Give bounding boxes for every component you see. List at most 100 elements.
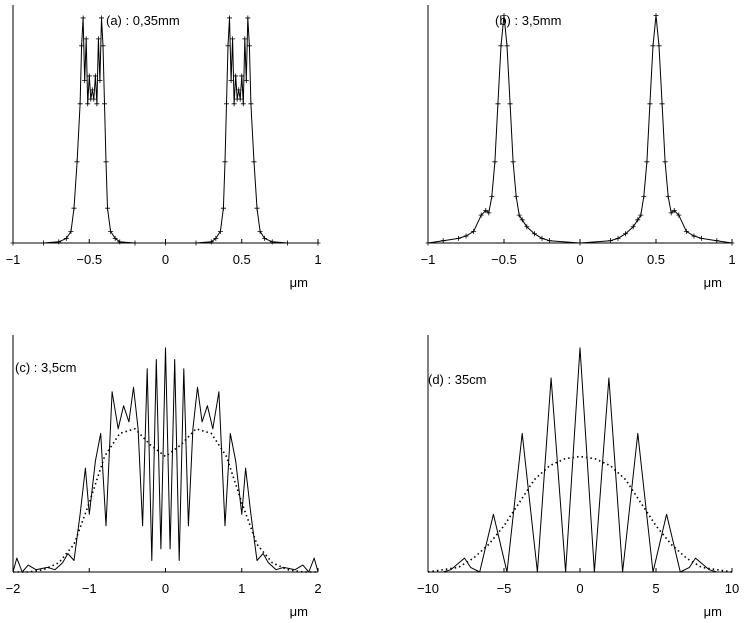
plus-marker — [89, 87, 95, 93]
plus-marker — [227, 15, 233, 21]
plus-marker — [254, 205, 260, 211]
panel-a: −1 −0.5 0 0.5 1 μm (a) : 0,35mm — [6, 5, 322, 290]
x-tick-label: −0.5 — [491, 252, 517, 267]
panel-annotation: (b) : 3,5mm — [495, 13, 561, 28]
plus-marker — [100, 43, 106, 49]
plus-marker — [257, 228, 263, 234]
plus-marker — [224, 101, 229, 107]
plus-marker — [117, 239, 123, 245]
plus-marker — [662, 159, 668, 165]
panel-annotation: (d) : 35cm — [428, 372, 487, 387]
x-tick-label: 2 — [314, 581, 321, 596]
x-tick-label: −1 — [82, 581, 97, 596]
plus-marker — [208, 239, 214, 245]
x-tick-label: 0 — [576, 252, 583, 267]
plus-marker — [163, 240, 168, 246]
plus-marker — [91, 96, 97, 102]
plus-marker — [56, 239, 62, 245]
plus-marker — [231, 101, 237, 107]
panel-annotation: (c) : 3,5cm — [15, 360, 76, 375]
plus-marker — [483, 208, 489, 214]
plus-marker — [132, 240, 138, 246]
plus-marker — [98, 15, 104, 21]
plus-marker — [251, 159, 257, 165]
plus-marker — [262, 235, 268, 241]
panel-c: −2 −1 0 1 2 μm (c) : 3,5cm — [6, 335, 322, 619]
x-tick-label: 0.5 — [233, 252, 251, 267]
plus-marker — [510, 159, 516, 165]
plus-marker — [63, 235, 69, 241]
plus-marker — [659, 101, 665, 107]
plus-marker — [237, 96, 243, 102]
plus-marker — [245, 15, 251, 21]
dotted-series-line — [13, 427, 318, 573]
solid-series-line — [12, 347, 319, 573]
dotted-series-line — [427, 455, 733, 573]
plus-marker — [220, 205, 226, 211]
x-tick-label: 1 — [238, 581, 245, 596]
plus-marker — [86, 73, 92, 79]
plus-marker — [650, 43, 656, 49]
plus-marker — [507, 101, 513, 107]
plus-marker — [440, 238, 446, 244]
x-tick-label: −10 — [417, 581, 439, 596]
plus-marker — [243, 78, 249, 84]
plus-marker — [225, 43, 231, 49]
x-tick-label: −1 — [6, 252, 21, 267]
plus-marker — [105, 205, 111, 211]
plus-marker — [222, 159, 228, 165]
plus-marker — [504, 43, 510, 49]
solid-series-line — [13, 17, 318, 244]
plus-marker — [644, 159, 650, 165]
solid-series-line — [427, 15, 733, 244]
panel-annotation: (a) : 0,35mm — [106, 13, 180, 28]
plus-marker — [246, 43, 252, 49]
plus-marker — [236, 87, 242, 93]
plus-marker — [531, 231, 537, 237]
plus-marker — [498, 43, 504, 49]
plus-marker — [471, 228, 477, 234]
plus-marker — [691, 233, 697, 239]
x-axis-label: μm — [290, 275, 308, 290]
plus-marker — [714, 238, 720, 244]
plus-marker — [492, 159, 498, 165]
plus-marker — [455, 235, 461, 241]
panel-b: −1 −0.5 0 0.5 1 μm (b) : 3,5mm — [421, 5, 736, 290]
plus-marker — [217, 228, 223, 234]
plus-marker — [108, 228, 114, 234]
plus-marker — [653, 13, 659, 19]
plus-marker — [501, 13, 507, 19]
x-tick-label: 10 — [725, 581, 739, 596]
plus-marker — [516, 212, 522, 218]
plus-marker — [665, 194, 671, 200]
plus-marker — [577, 240, 583, 246]
x-tick-label: 1 — [728, 252, 735, 267]
plus-marker — [94, 101, 100, 107]
plus-marker — [539, 235, 545, 241]
plus-marker — [623, 231, 629, 237]
plus-marker — [285, 240, 290, 246]
plus-marker — [97, 78, 103, 84]
plus-marker — [85, 101, 91, 107]
plus-marker — [463, 233, 469, 239]
x-tick-label: −1 — [421, 252, 436, 267]
plus-marker — [74, 159, 80, 165]
plus-marker — [489, 194, 495, 200]
plus-marker — [10, 240, 16, 246]
x-tick-label: 0 — [162, 252, 169, 267]
plus-marker — [228, 78, 234, 84]
plus-marker — [486, 210, 492, 216]
x-tick-label: 1 — [314, 252, 321, 267]
plus-marker — [668, 210, 674, 216]
plus-marker — [641, 194, 647, 200]
plus-marker — [248, 101, 254, 107]
plus-marker — [676, 212, 682, 218]
plus-marker — [239, 73, 245, 79]
plus-marker — [77, 101, 83, 107]
plus-marker — [519, 217, 525, 223]
plus-marker — [615, 235, 621, 241]
plus-marker — [671, 208, 677, 214]
solid-series-line — [428, 347, 732, 573]
